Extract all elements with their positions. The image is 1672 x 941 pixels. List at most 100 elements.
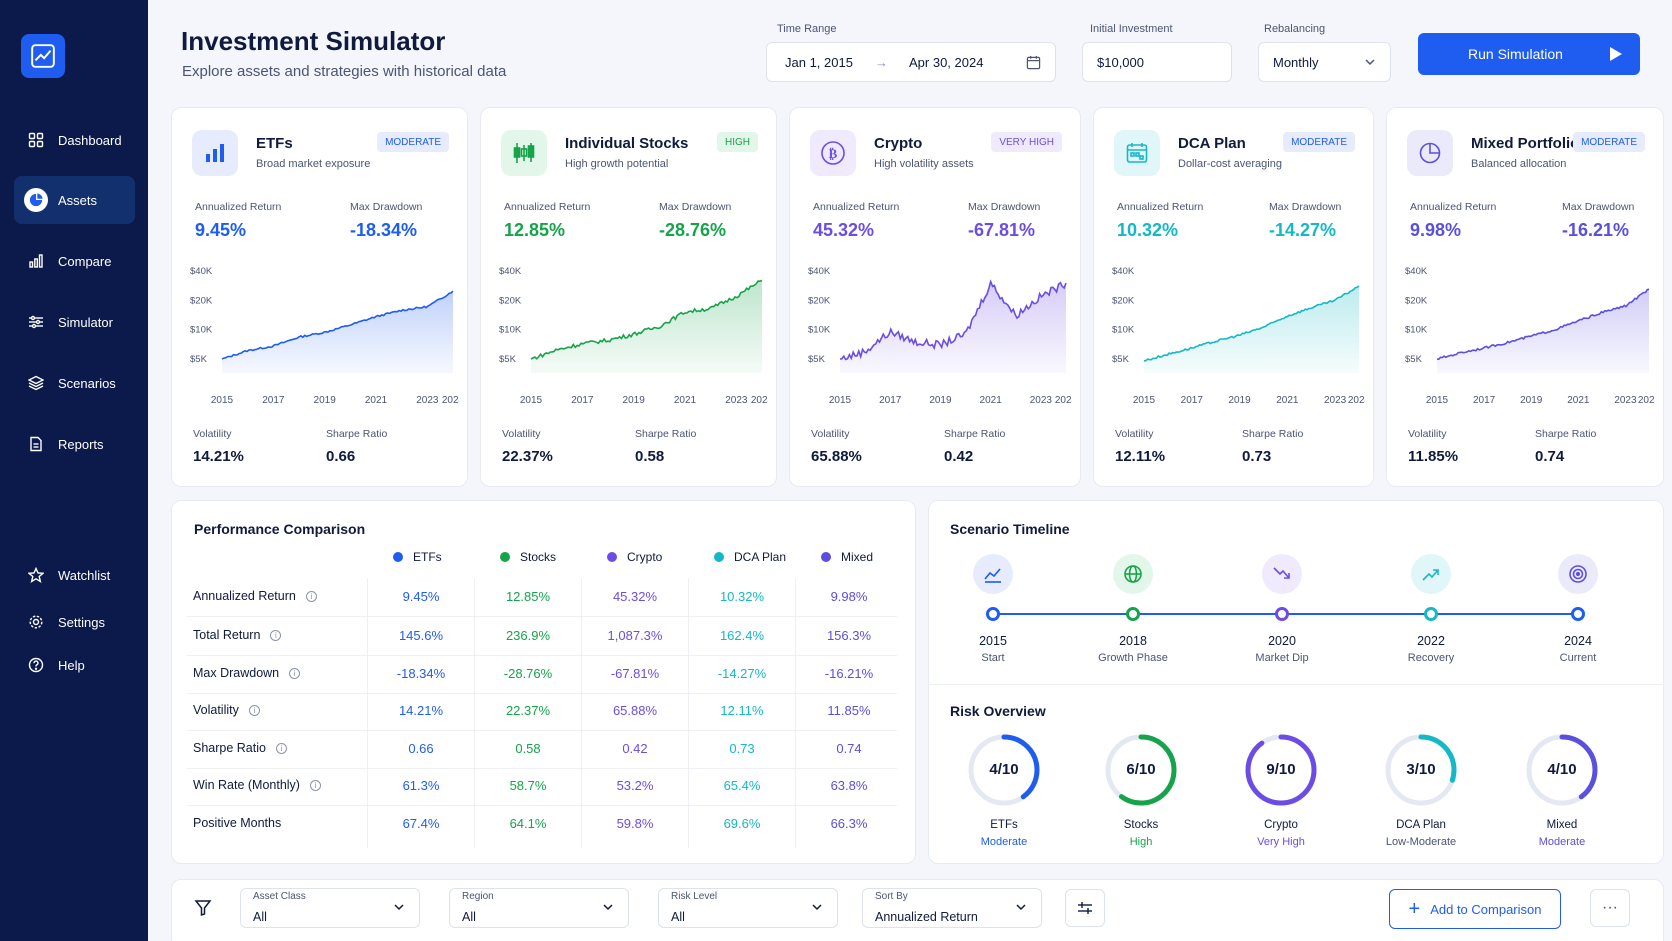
metric-name: Win Rate (Monthly)	[193, 778, 300, 792]
risk-badge: VERY HIGH	[991, 132, 1062, 152]
timeline-year: 2018	[1119, 634, 1147, 648]
add-to-comparison-button[interactable]: + Add to Comparison	[1389, 889, 1561, 929]
info-icon[interactable]: i	[248, 704, 260, 716]
asset-card[interactable]: ETFs Broad market exposure MODERATE Annu…	[171, 107, 468, 487]
info-icon[interactable]: i	[270, 629, 282, 641]
arrow-right-icon: →	[875, 54, 888, 70]
gauge-fill	[968, 734, 1040, 806]
info-icon[interactable]: i	[289, 667, 301, 679]
risk-level-select[interactable]: Risk Level All	[658, 888, 838, 928]
app-logo[interactable]	[21, 34, 65, 78]
metric-cell: 66.3%	[830, 816, 868, 831]
grid-icon	[24, 128, 48, 152]
time-range-picker[interactable]: Jan 1, 2015 → Apr 30, 2024	[766, 42, 1056, 82]
chart-line-icon	[31, 44, 55, 68]
timeline-event-label: Market Dip	[1255, 652, 1309, 664]
row-divider	[187, 805, 897, 806]
asset-card[interactable]: DCA Plan Dollar-cost averaging MODERATE …	[1093, 107, 1374, 487]
x-tick-label: 2023	[416, 395, 439, 406]
risk-level-label: Very High	[1257, 836, 1305, 848]
calendar-icon[interactable]	[1026, 55, 1041, 70]
sidebar-item-scenarios[interactable]: Scenarios	[14, 359, 135, 407]
pie-chart-icon	[24, 188, 48, 212]
timeline-node[interactable]	[1571, 607, 1585, 621]
timeline-node[interactable]	[1275, 607, 1289, 621]
asset-card[interactable]: Individual Stocks High growth potential …	[480, 107, 777, 487]
info-icon[interactable]: i	[309, 779, 321, 791]
asset-name: Individual Stocks	[565, 135, 689, 152]
annualized-return-value: 12.85%	[504, 220, 566, 240]
chart-area	[222, 291, 453, 373]
asset-class-select[interactable]: Asset Class All	[240, 888, 420, 928]
sharpe-ratio-value: 0.74	[1535, 448, 1565, 465]
metric-cell: 22.37%	[505, 703, 551, 718]
sort-order-button[interactable]	[1065, 889, 1105, 927]
x-tick-label: 2024	[1348, 395, 1365, 406]
metric-row-label: Total Return i	[193, 628, 282, 642]
sidebar-item-dashboard[interactable]: Dashboard	[14, 116, 135, 164]
metric-cell: 11.85%	[827, 703, 871, 718]
timeline-node[interactable]	[1424, 607, 1438, 621]
volatility-label: Volatility	[502, 428, 541, 440]
x-tick-label: 2017	[879, 395, 902, 406]
svg-text:₿: ₿	[829, 147, 838, 162]
performance-chart: $5K $10K $20K $40K 2015 2017 2019 2021 20232024	[190, 266, 459, 406]
metric-cell: 65.88%	[612, 703, 658, 718]
metric-name: Positive Months	[193, 816, 282, 830]
adjust-icon	[1078, 902, 1092, 914]
y-tick-label: $10K	[1405, 325, 1428, 336]
volatility-label: Volatility	[193, 428, 232, 440]
sidebar-item-compare[interactable]: Compare	[14, 237, 135, 285]
asset-description: Dollar-cost averaging	[1178, 158, 1282, 170]
sharpe-ratio-label: Sharpe Ratio	[1535, 428, 1597, 440]
run-simulation-button[interactable]: Run Simulation	[1418, 33, 1640, 75]
metric-cell: 0.74	[836, 741, 862, 756]
annualized-return-label: Annualized Return	[195, 201, 282, 213]
info-icon[interactable]: i	[305, 590, 317, 602]
asset-card[interactable]: Mixed Portfolio Balanced allocation MODE…	[1386, 107, 1664, 487]
risk-asset-name: Mixed	[1546, 819, 1578, 831]
asset-card[interactable]: ₿ Crypto High volatility assets VERY HIG…	[789, 107, 1081, 487]
performance-chart: $5K $10K $20K $40K 2015 2017 2019 2021 20232024	[1405, 266, 1655, 406]
max-drawdown-label: Max Drawdown	[968, 201, 1041, 213]
legend-dot	[714, 552, 724, 562]
sidebar-item-help[interactable]: Help	[14, 641, 135, 689]
column-divider	[367, 578, 368, 848]
star-icon	[24, 563, 48, 587]
sidebar-item-reports[interactable]: Reports	[14, 420, 135, 468]
sort-by-select[interactable]: Sort By Annualized Return	[862, 888, 1042, 928]
risk-score: 4/10	[1547, 761, 1577, 778]
rebalancing-select[interactable]: Monthly	[1258, 42, 1391, 82]
asset-name: Crypto	[874, 135, 923, 152]
annualized-return-label: Annualized Return	[1410, 201, 1497, 213]
metric-cell: 0.58	[515, 741, 541, 756]
x-tick-label: 2021	[980, 395, 1003, 406]
x-tick-label: 2021	[674, 395, 697, 406]
sidebar-item-settings[interactable]: Settings	[14, 598, 135, 646]
start-date[interactable]: Jan 1, 2015	[785, 54, 853, 70]
pie-chart-icon	[1407, 130, 1453, 176]
sidebar: Dashboard Assets Compare Simulator Scena…	[0, 0, 148, 941]
info-icon[interactable]: i	[275, 742, 287, 754]
more-options-button[interactable]: ···	[1590, 889, 1630, 927]
risk-score: 6/10	[1126, 761, 1156, 778]
region-select[interactable]: Region All	[449, 888, 629, 928]
timeline-node[interactable]	[986, 607, 1000, 621]
sidebar-item-watchlist[interactable]: Watchlist	[14, 551, 135, 599]
metric-cell: 63.8%	[830, 778, 868, 793]
sidebar-item-assets[interactable]: Assets	[14, 176, 135, 224]
sidebar-item-label: Compare	[58, 253, 112, 269]
filter-icon[interactable]	[194, 899, 212, 917]
globe-icon	[1113, 554, 1153, 594]
y-tick-label: $10K	[499, 325, 522, 336]
timeline-node[interactable]	[1126, 607, 1140, 621]
risk-gauge	[968, 734, 1040, 806]
asset-class-value: All	[253, 910, 267, 924]
gauge-fill	[1105, 734, 1177, 806]
performance-chart: $5K $10K $20K $40K 2015 2017 2019 2021 20232024	[808, 266, 1072, 406]
initial-investment-input[interactable]: $10,000	[1082, 42, 1232, 82]
volatility-value: 22.37%	[502, 448, 553, 465]
end-date[interactable]: Apr 30, 2024	[909, 54, 984, 70]
volatility-value: 11.85%	[1408, 448, 1459, 465]
sidebar-item-simulator[interactable]: Simulator	[14, 298, 135, 346]
